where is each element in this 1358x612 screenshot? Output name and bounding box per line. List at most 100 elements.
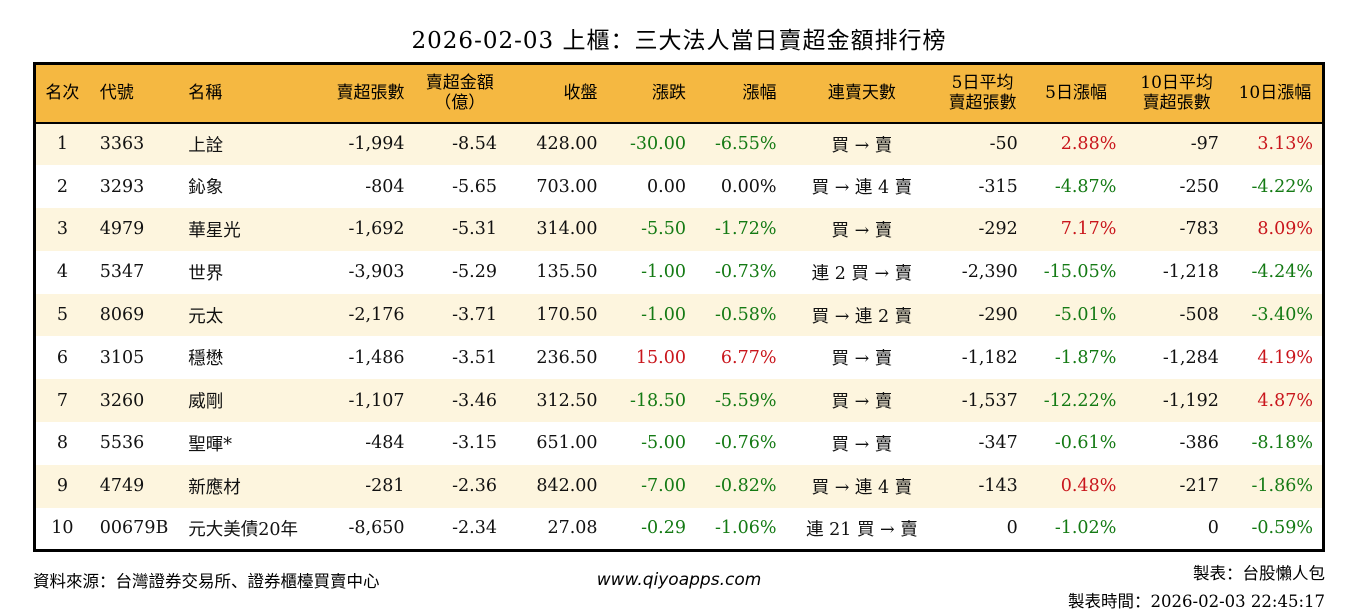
website-link[interactable]: www.qiyoapps.com [596, 570, 762, 590]
cell-sell_amount: -5.65 [452, 176, 498, 197]
cell-code: 4979 [99, 219, 145, 240]
table-row: 6 3105 穩懋 -1,486 -3.51 236.50 15.00 6.77% 買 → 賣 -… [34, 336, 1324, 380]
cell-sell_shares: -804 [365, 176, 405, 197]
cell-change: -1.00 [641, 305, 687, 326]
cell-change: 15.00 [635, 347, 687, 368]
cell-rank: 7 [56, 390, 68, 411]
cell-pct5: -5.01% [1054, 305, 1117, 326]
cell-name: 上詮 [188, 135, 224, 156]
cell-pct5: -4.87% [1054, 176, 1117, 197]
cell-change_pct: 6.77% [720, 347, 777, 368]
column-header-close: 收盤 [563, 83, 598, 104]
data-source-note: 資料來源：台灣證券交易所、證券櫃檯買賣中心 [33, 572, 380, 591]
cell-avg5: -1,182 [961, 347, 1018, 368]
cell-close: 428.00 [536, 134, 598, 155]
cell-sell_amount: -3.71 [452, 305, 498, 326]
cell-close: 170.50 [536, 305, 598, 326]
cell-name: 穩懋 [188, 349, 224, 370]
cell-close: 703.00 [536, 176, 598, 197]
cell-streak: 買 → 連 4 賣 [811, 178, 913, 199]
table-row: 7 3260 威剛 -1,107 -3.46 312.50 -18.50 -5.59% 買 → … [34, 379, 1324, 423]
cell-sell_amount: -2.36 [452, 476, 498, 497]
cell-change: 0.00 [647, 176, 687, 197]
cell-sell_amount: -2.34 [452, 518, 498, 539]
table-row: 1 3363 上詮 -1,994 -8.54 428.00 -30.00 -6.55% 買 → … [34, 122, 1324, 166]
cell-pct10: -0.59% [1251, 518, 1313, 539]
cell-avg10: -386 [1179, 433, 1219, 454]
cell-sell_shares: -3,903 [348, 262, 405, 283]
cell-change_pct: -0.76% [714, 433, 777, 454]
column-header-rank: 名次 [45, 83, 80, 104]
cell-avg5: -2,390 [961, 262, 1018, 283]
cell-rank: 1 [56, 134, 68, 155]
cell-change_pct: -1.06% [714, 518, 777, 539]
cell-sell_shares: -1,994 [348, 134, 405, 155]
cell-pct5: 2.88% [1060, 134, 1117, 155]
cell-rank: 10 [51, 518, 74, 539]
cell-close: 314.00 [536, 219, 598, 240]
cell-code: 3293 [99, 176, 145, 197]
cell-avg10: -783 [1179, 219, 1219, 240]
column-header-change: 漲跌 [652, 83, 687, 104]
column-header-avg10: 10日平均 賣超張數 [1140, 72, 1213, 114]
column-header-pct10: 10日漲幅 [1238, 83, 1312, 104]
cell-rank: 3 [56, 219, 68, 240]
cell-streak: 買 → 賣 [831, 392, 893, 413]
cell-pct5: 7.17% [1060, 219, 1117, 240]
cell-avg10: -508 [1179, 305, 1219, 326]
cell-close: 842.00 [536, 476, 598, 497]
cell-avg10: -250 [1179, 176, 1219, 197]
cell-pct5: -12.22% [1043, 390, 1117, 411]
cell-pct10: 3.13% [1257, 134, 1313, 155]
cell-change_pct: -1.72% [714, 219, 777, 240]
column-header-sell_amount: 賣超金額 （億） [425, 72, 494, 114]
cell-pct10: -8.18% [1251, 433, 1313, 454]
cell-code: 5347 [99, 262, 145, 283]
cell-change: -5.50 [641, 219, 687, 240]
cell-streak: 連 21 買 → 賣 [806, 519, 918, 540]
cell-streak: 買 → 賣 [831, 434, 893, 455]
cell-rank: 9 [56, 476, 68, 497]
cell-name: 聖暉* [188, 434, 232, 455]
cell-code: 3260 [99, 390, 145, 411]
cell-change: -30.00 [630, 134, 687, 155]
made-by-label: 製表：台股懶人包 [1193, 564, 1325, 583]
cell-change: -1.00 [641, 262, 687, 283]
cell-streak: 買 → 連 2 賣 [811, 306, 913, 327]
cell-pct5: -1.02% [1054, 518, 1117, 539]
cell-pct10: -4.24% [1251, 262, 1313, 283]
table-row: 9 4749 新應材 -281 -2.36 842.00 -7.00 -0.82% 買 → 連 … [34, 464, 1324, 508]
cell-name: 鈊象 [188, 178, 224, 199]
cell-streak: 連 2 買 → 賣 [811, 263, 913, 284]
page-title: 2026-02-03 上櫃：三大法人當日賣超金額排行榜 [411, 28, 947, 54]
cell-change_pct: -6.55% [714, 134, 777, 155]
cell-avg10: -1,284 [1162, 347, 1219, 368]
column-header-streak: 連賣天數 [827, 83, 896, 104]
cell-streak: 買 → 賣 [831, 220, 893, 241]
cell-pct5: 0.48% [1060, 476, 1117, 497]
cell-avg5: -143 [978, 476, 1018, 497]
cell-sell_amount: -3.15 [452, 433, 498, 454]
cell-change: -0.29 [641, 518, 687, 539]
cell-change_pct: -0.73% [714, 262, 777, 283]
cell-sell_amount: -5.31 [452, 219, 498, 240]
table-row: 2 3293 鈊象 -804 -5.65 703.00 0.00 0.00% 買 → 連 4 賣… [34, 165, 1324, 209]
ranking-table-container: 名次 代號 名稱 賣超張數 賣超金額 （億） 收盤 漲跌 漲幅 連賣天數 5日平均 賣超張數 5日漲… [33, 62, 1325, 552]
table-row: 4 5347 世界 -3,903 -5.29 135.50 -1.00 -0.73% 連 2 買… [34, 250, 1324, 294]
cell-code: 3105 [99, 347, 145, 368]
table-row: 3 4979 華星光 -1,692 -5.31 314.00 -5.50 -1.72% 買 → … [34, 208, 1324, 251]
cell-pct10: 4.87% [1257, 390, 1313, 411]
cell-change: -18.50 [630, 390, 687, 411]
cell-sell_shares: -8,650 [348, 518, 405, 539]
column-header-avg5: 5日平均 賣超張數 [948, 72, 1017, 114]
cell-code: 3363 [99, 134, 145, 155]
cell-sell_amount: -3.51 [452, 347, 498, 368]
cell-sell_shares: -281 [365, 476, 405, 497]
column-header-pct5: 5日漲幅 [1045, 83, 1107, 104]
cell-sell_shares: -1,486 [348, 347, 405, 368]
ranking-table: 名次 代號 名稱 賣超張數 賣超金額 （億） 收盤 漲跌 漲幅 連賣天數 5日平均 賣超張數 5日漲… [33, 62, 1325, 552]
made-time-label: 製表時間：2026-02-03 22:45:17 [1068, 592, 1325, 612]
cell-avg5: -347 [978, 433, 1018, 454]
cell-pct5: -1.87% [1054, 347, 1117, 368]
cell-pct5: -0.61% [1054, 433, 1117, 454]
